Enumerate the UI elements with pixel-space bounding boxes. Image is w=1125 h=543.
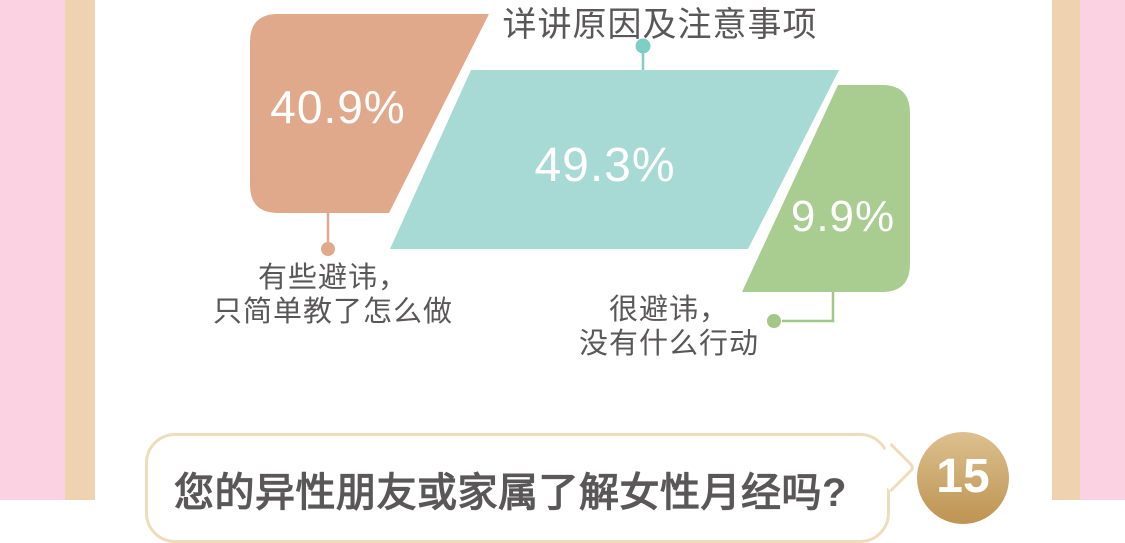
question-number-badge: 15 [917, 432, 1009, 524]
green-segment-label: 很避讳， 没有什么行动 [519, 293, 819, 361]
side-stripe-sand-right [1052, 0, 1080, 500]
question-text: 您的异性朋友或家属了解女性月经吗? [174, 471, 847, 515]
green-segment-label-line1: 很避讳， [608, 294, 729, 326]
green-segment-label-line2: 没有什么行动 [578, 328, 759, 360]
tan-connector-dot [321, 242, 335, 256]
tan-percent-value: 40.9% [270, 81, 406, 133]
question-card: 您的异性朋友或家属了解女性月经吗? [145, 433, 890, 543]
question-number: 15 [936, 450, 990, 503]
green-segment-shape [742, 85, 910, 292]
green-connector-line [782, 292, 835, 323]
share-chart [250, 14, 910, 328]
tan-segment-shape [250, 14, 489, 213]
side-stripe-pink-right [1080, 0, 1125, 500]
green-connector-dot [767, 314, 781, 328]
teal-connector-dot [635, 38, 651, 54]
tan-segment-label-line2: 只简单教了怎么做 [212, 296, 453, 328]
side-stripe-sand-left [65, 0, 95, 500]
tan-segment-label: 有些避讳， 只简单教了怎么做 [183, 261, 483, 329]
teal-segment-shape [390, 70, 839, 249]
green-percent-value: 9.9% [790, 192, 896, 241]
tan-segment-label-line1: 有些避讳， [257, 262, 408, 294]
side-stripe-pink-left [0, 0, 65, 500]
teal-percent-value: 49.3% [534, 139, 676, 192]
teal-segment-title: 详讲原因及注意事项 [502, 6, 818, 44]
